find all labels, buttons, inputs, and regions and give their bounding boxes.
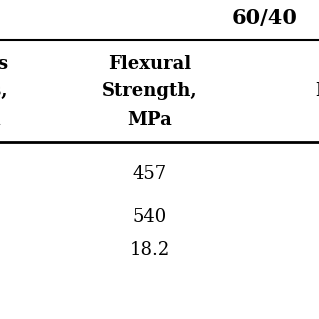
Text: 540: 540 — [133, 208, 167, 226]
Text: g’s: g’s — [0, 55, 8, 73]
Text: Strength,: Strength, — [102, 82, 198, 100]
Text: 457: 457 — [133, 165, 167, 183]
Text: MPa: MPa — [128, 111, 172, 129]
Text: Flexural: Flexural — [108, 55, 191, 73]
Text: M: M — [315, 82, 319, 100]
Text: 60/40: 60/40 — [232, 8, 298, 27]
Text: us,: us, — [0, 82, 8, 100]
Text: 18.2: 18.2 — [130, 241, 170, 259]
